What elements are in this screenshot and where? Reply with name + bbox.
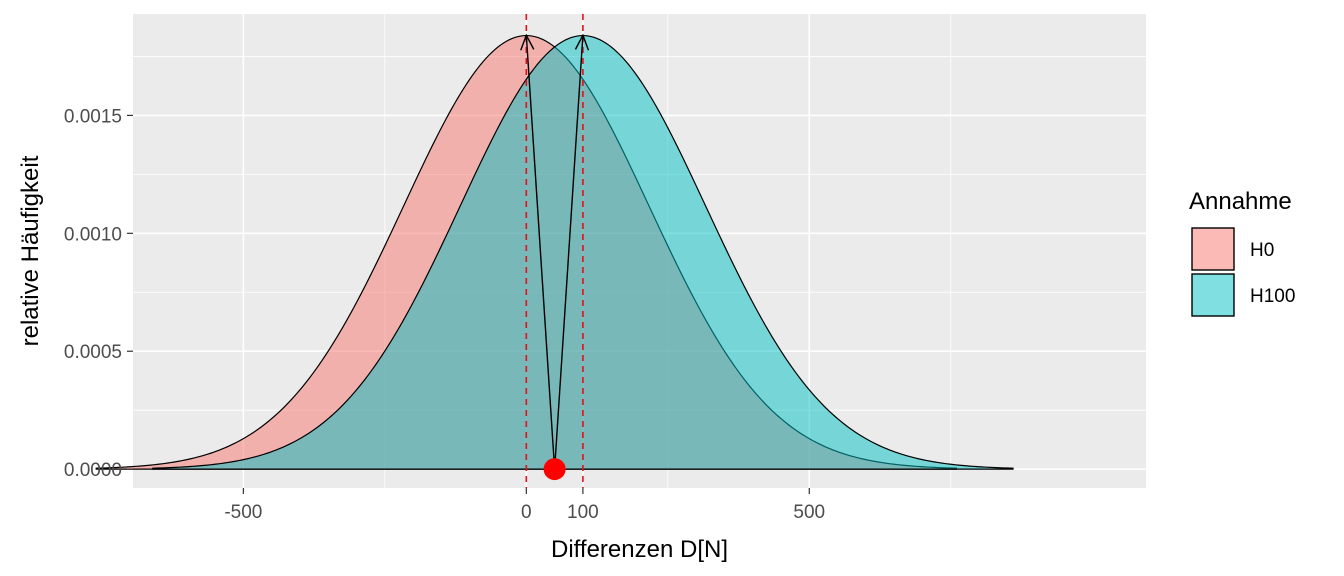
reference-lines: [525, 14, 584, 488]
x-tick-label: 100: [567, 502, 599, 523]
legend-key-h100: [1191, 273, 1235, 317]
y-axis-title: relative Häufigkeit: [17, 155, 44, 346]
test-statistic-point: [543, 458, 566, 481]
arrow-head: [520, 33, 535, 51]
axes: -500 0 100 500 0.0000 0.0005 0.0010 0.0015: [64, 106, 825, 523]
legend-label-h100: H100: [1250, 286, 1295, 307]
y-tick-label: 0.0010: [64, 224, 122, 245]
arrows: [520, 33, 590, 470]
arrow-shaft: [553, 35, 584, 470]
legend-key-h0: [1191, 227, 1235, 271]
arrow: [553, 33, 590, 470]
x-axis-title: Differenzen D[N]: [551, 536, 728, 563]
legend-title: Annahme: [1189, 188, 1292, 215]
y-tick-label: 0.0005: [64, 342, 122, 363]
test-point: [543, 458, 566, 481]
y-tick-label: 0.0000: [64, 460, 122, 481]
legend: Annahme H0 H100: [1189, 188, 1295, 317]
arrow-head: [574, 33, 590, 51]
arrow: [520, 33, 556, 470]
x-tick-label: 500: [793, 502, 825, 523]
x-tick-label: -500: [224, 502, 262, 523]
y-tick-label: 0.0015: [64, 106, 122, 127]
legend-label-h0: H0: [1250, 240, 1274, 261]
density-areas: [95, 34, 1014, 470]
arrow-shaft: [525, 35, 556, 470]
density-area-h100: [152, 34, 1014, 470]
x-tick-label: 0: [521, 502, 532, 523]
